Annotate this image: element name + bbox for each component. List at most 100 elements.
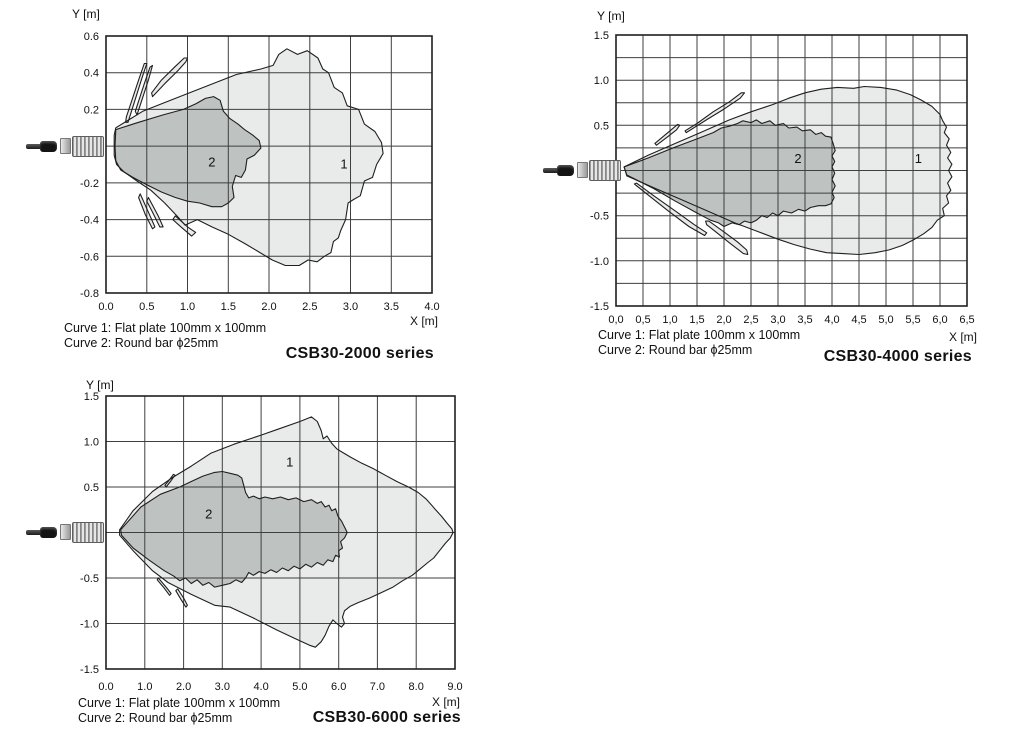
ultrasonic-sensor-icon (26, 132, 104, 160)
curve1-outline (654, 123, 681, 146)
y-axis-title: Y [m] (86, 378, 114, 392)
y-tick-label: -1.0 (80, 619, 99, 631)
curve1-caption: Curve 1: Flat plate 100mm x 100mm (64, 321, 267, 335)
curve1-area (634, 183, 707, 236)
x-tick-label: 2.0 (176, 681, 191, 693)
curve2-caption: Curve 2: Round bar ϕ25mm (64, 336, 219, 350)
x-tick-label: 2,5 (743, 314, 758, 326)
y-tick-label: 1.0 (594, 75, 609, 87)
x-tick-label: 1.0 (137, 681, 152, 693)
chart-csb30-6000-series: 1 2 0.0 1.0 2.0 3.0 4.0 5.0 6.0 7.0 8.0 9.0 1.5 1.0 0.… (0, 373, 505, 746)
ultrasonic-sensor-icon (543, 156, 621, 184)
plot-border (105, 395, 456, 670)
sensor-threaded-barrel (589, 159, 621, 181)
y-tick-label: -0.6 (80, 251, 99, 263)
sensor-plug (557, 164, 574, 176)
curve1-caption: Curve 1: Flat plate 100mm x 100mm (598, 328, 801, 342)
curve1-outline (146, 196, 164, 228)
x-tick-label: 5.0 (292, 681, 307, 693)
sensor-collar (60, 524, 71, 540)
curve1-area (135, 65, 153, 115)
y-tick-label: -0.8 (80, 288, 99, 300)
curve1-area (157, 578, 172, 596)
curve1-outline (119, 416, 454, 648)
y-tick-label: 1.5 (84, 391, 99, 403)
x-tick-label: 6.0 (331, 681, 346, 693)
y-tick-label: 0.4 (84, 68, 99, 80)
curve-number-label: 2 (205, 506, 212, 521)
sensor-threaded-barrel (72, 135, 104, 157)
y-tick-label: -1.5 (80, 664, 99, 676)
x-tick-label: 1,0 (662, 314, 677, 326)
curve-number-label: 1 (915, 151, 922, 166)
y-tick-label: -0.5 (80, 573, 99, 585)
x-tick-label: 4.0 (424, 301, 439, 313)
x-tick-label: 0,0 (608, 314, 623, 326)
chart-csb30-4000-series: 1 2 0,0 0,5 1,0 1,5 2,0 2,5 3,0 3,5 4,0 4,5 5,0 5,5 6,… (510, 0, 1010, 373)
x-tick-label: 0.5 (139, 301, 154, 313)
sensor-plug (40, 526, 57, 538)
csb30-4000-plot-area: 1 2 0,0 0,5 1,0 1,5 2,0 2,5 3,0 3,5 4,0 4,5 5,0 5,5 6,… (590, 30, 975, 326)
y-tick-label: -0.4 (80, 215, 99, 227)
curve1-outline (684, 92, 746, 134)
curve1-outline (175, 588, 188, 608)
x-tick-label: 4.0 (253, 681, 268, 693)
sensor-threaded-barrel (72, 521, 104, 543)
x-tick-label: 0.0 (98, 301, 113, 313)
x-axis-title: X [m] (431, 695, 460, 709)
y-tick-label: 0.6 (84, 31, 99, 43)
x-tick-label: 3.0 (215, 681, 230, 693)
sensor-cable (543, 167, 559, 173)
y-tick-label: 1.5 (594, 30, 609, 42)
x-tick-label: 3,0 (770, 314, 785, 326)
x-tick-label: 6,5 (959, 314, 974, 326)
x-axis-title: X [m] (409, 314, 438, 328)
x-tick-label: 4,0 (824, 314, 839, 326)
curve1-outline (156, 577, 172, 596)
x-tick-label: 3,5 (797, 314, 812, 326)
y-tick-label: 1.0 (84, 437, 99, 449)
csb30-6000-plot-area: 1 2 0.0 1.0 2.0 3.0 4.0 5.0 6.0 7.0 8.0 9.0 1.5 1.0 0.… (80, 391, 463, 693)
curve2-caption: Curve 2: Round bar ϕ25mm (598, 343, 753, 357)
y-tick-label: 0.2 (84, 104, 99, 116)
curve1-outline (164, 473, 176, 488)
curve1-outline (623, 85, 953, 256)
x-tick-label: 6,0 (932, 314, 947, 326)
curve1-area (172, 215, 196, 237)
chart-csb30-2000-series: 1 2 0.0 0.5 1.0 1.5 2.0 2.5 3.0 3.5 4.0 0.6 0.4 0.2 -0… (0, 0, 505, 373)
x-tick-label: 8.0 (409, 681, 424, 693)
series-title: CSB30-4000 series (823, 348, 972, 365)
x-tick-label: 0,5 (635, 314, 650, 326)
sensor-collar (577, 162, 588, 178)
x-tick-label: 9.0 (447, 681, 462, 693)
curve-number-label: 1 (286, 454, 293, 469)
sensor-plug (40, 140, 57, 152)
curve1-outline (633, 182, 708, 237)
ultrasonic-sensor-icon (26, 518, 104, 546)
curve-captions: Curve 1: Flat plate 100mm x 100mm Curve … (64, 321, 266, 351)
curve-number-label: 2 (794, 151, 801, 166)
y-axis-title: Y [m] (72, 7, 100, 21)
curve2-caption: Curve 2: Round bar ϕ25mm (78, 711, 233, 725)
curve-captions: Curve 1: Flat plate 100mm x 100mm Curve … (598, 328, 800, 358)
x-tick-label: 5,0 (878, 314, 893, 326)
curve1-outline (151, 57, 189, 98)
sensor-collar (60, 138, 71, 154)
y-tick-label: -1.5 (590, 301, 609, 313)
y-tick-label: -0.5 (590, 211, 609, 223)
curve2-outline (623, 119, 836, 228)
curve1-outline (172, 215, 197, 237)
x-tick-label: 2.0 (261, 301, 276, 313)
x-tick-label: 0.0 (98, 681, 113, 693)
curve1-outline (113, 48, 384, 267)
curve2-outline (120, 470, 348, 588)
y-axis-title: Y [m] (597, 9, 625, 23)
y-tick-label: -0.2 (80, 178, 99, 190)
curve1-area (175, 588, 188, 608)
curve1-outline (138, 193, 156, 230)
y-tick-label: -1.0 (590, 256, 609, 268)
curve1-caption: Curve 1: Flat plate 100mm x 100mm (78, 696, 281, 710)
curve-number-label: 2 (208, 155, 215, 170)
sensor-cable (26, 529, 42, 535)
